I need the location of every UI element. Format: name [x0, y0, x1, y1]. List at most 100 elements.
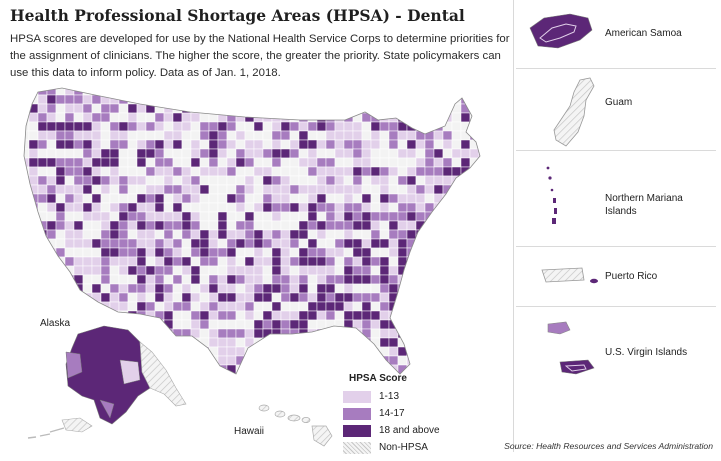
county-cell	[64, 112, 75, 123]
county-cell	[343, 274, 354, 285]
county-cell	[181, 121, 192, 132]
county-cell	[37, 130, 48, 141]
county-cell	[226, 193, 237, 204]
county-cell	[24, 229, 30, 240]
county-cell	[325, 346, 336, 357]
county-cell	[469, 229, 480, 240]
county-cell	[127, 274, 138, 285]
county-cell	[397, 292, 408, 303]
county-cell	[253, 157, 264, 168]
county-cell	[46, 337, 57, 348]
county-cell	[226, 247, 237, 258]
county-cell	[118, 193, 129, 204]
county-cell	[307, 247, 318, 258]
county-cell	[406, 88, 417, 96]
county-cell	[451, 220, 462, 231]
county-cell	[190, 130, 201, 141]
county-cell	[24, 193, 30, 204]
county-cell	[91, 238, 102, 249]
county-cell	[145, 139, 156, 150]
county-cell	[118, 121, 129, 132]
county-cell	[136, 121, 147, 132]
county-cell	[478, 229, 480, 240]
county-cell	[190, 202, 201, 213]
county-cell	[289, 337, 300, 348]
county-cell	[352, 292, 363, 303]
county-cell	[100, 202, 111, 213]
county-cell	[424, 229, 435, 240]
county-cell	[190, 139, 201, 150]
county-cell	[289, 364, 300, 374]
county-cell	[370, 94, 381, 105]
county-cell	[433, 103, 444, 114]
county-cell	[334, 220, 345, 231]
county-cell	[262, 265, 273, 276]
county-cell	[181, 319, 192, 330]
county-cell	[46, 139, 57, 150]
county-cell	[154, 283, 165, 294]
legend-swatch	[343, 390, 371, 403]
county-cell	[199, 94, 210, 105]
county-cell	[199, 211, 210, 222]
county-cell	[253, 292, 264, 303]
county-cell	[406, 220, 417, 231]
county-cell	[163, 274, 174, 285]
county-cell	[307, 238, 318, 249]
county-cell	[334, 283, 345, 294]
county-cell	[28, 130, 39, 141]
county-cell	[406, 292, 417, 303]
county-cell	[253, 373, 264, 374]
county-cell	[136, 88, 147, 96]
county-cell	[244, 229, 255, 240]
county-cell	[397, 175, 408, 186]
county-cell	[46, 346, 57, 357]
county-cell	[280, 112, 291, 123]
county-cell	[217, 94, 228, 105]
county-cell	[163, 238, 174, 249]
county-cell	[415, 346, 426, 357]
county-cell	[127, 310, 138, 321]
county-cell	[226, 112, 237, 123]
county-cell	[397, 157, 408, 168]
legend-swatch	[343, 407, 371, 420]
county-cell	[226, 319, 237, 330]
legend-item: 14-17	[343, 405, 440, 422]
county-cell	[82, 94, 93, 105]
county-cell	[100, 175, 111, 186]
county-cell	[343, 301, 354, 312]
county-cell	[127, 121, 138, 132]
county-cell	[424, 310, 435, 321]
county-cell	[379, 247, 390, 258]
county-cell	[271, 265, 282, 276]
county-cell	[415, 184, 426, 195]
county-cell	[154, 139, 165, 150]
county-cell	[289, 355, 300, 366]
county-cell	[325, 220, 336, 231]
county-cell	[370, 211, 381, 222]
county-cell	[55, 256, 66, 267]
county-cell	[424, 337, 435, 348]
county-cell	[73, 283, 84, 294]
county-cell	[307, 121, 318, 132]
county-cell	[433, 337, 444, 348]
county-cell	[24, 94, 30, 105]
county-cell	[316, 274, 327, 285]
legend-swatch	[343, 424, 371, 437]
county-cell	[298, 319, 309, 330]
county-cell	[82, 274, 93, 285]
county-cell	[55, 238, 66, 249]
county-cell	[55, 337, 66, 348]
county-cell	[28, 88, 39, 96]
county-cell	[361, 337, 372, 348]
county-cell	[37, 175, 48, 186]
county-cell	[253, 319, 264, 330]
county-cell	[73, 94, 84, 105]
county-cell	[154, 175, 165, 186]
county-cell	[379, 337, 390, 348]
county-cell	[316, 184, 327, 195]
county-cell	[181, 292, 192, 303]
county-cell	[397, 130, 408, 141]
county-cell	[118, 229, 129, 240]
county-cell	[298, 175, 309, 186]
county-cell	[352, 301, 363, 312]
